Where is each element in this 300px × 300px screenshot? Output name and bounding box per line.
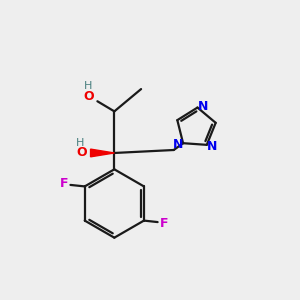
Text: F: F bbox=[60, 177, 68, 190]
Text: N: N bbox=[207, 140, 217, 153]
Text: H: H bbox=[76, 138, 84, 148]
Text: N: N bbox=[198, 100, 208, 112]
Text: O: O bbox=[84, 90, 94, 103]
Text: H: H bbox=[83, 81, 92, 91]
Polygon shape bbox=[91, 149, 114, 157]
Text: O: O bbox=[76, 146, 87, 160]
Text: N: N bbox=[172, 138, 183, 151]
Text: F: F bbox=[160, 217, 168, 230]
